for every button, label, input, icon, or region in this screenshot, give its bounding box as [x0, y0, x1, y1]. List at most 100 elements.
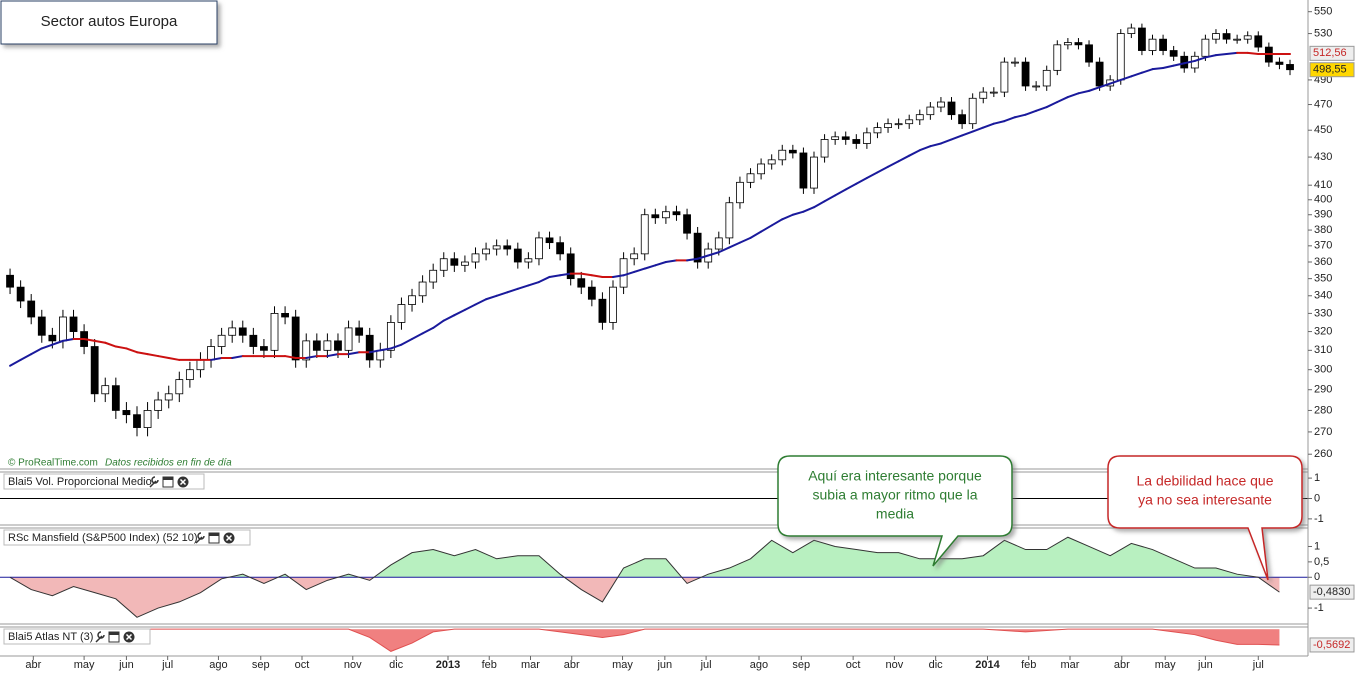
moving-average: [844, 182, 858, 191]
candle-body: [524, 258, 533, 263]
candle-body: [1000, 61, 1009, 93]
candle-body: [429, 269, 438, 283]
candle-body: [725, 202, 734, 239]
candle-body: [1212, 33, 1220, 40]
moving-average: [527, 281, 540, 287]
window-bar: [163, 477, 173, 480]
moving-average: [929, 142, 942, 148]
candle-body: [651, 214, 660, 219]
moving-average: [1172, 62, 1186, 67]
price-tag: [1309, 637, 1355, 653]
candle-body: [1011, 61, 1019, 64]
moving-average: [971, 126, 985, 133]
y-tick-label: -1: [1314, 602, 1324, 614]
moving-average: [834, 188, 847, 197]
area-negative: [10, 577, 1280, 618]
moving-average: [622, 270, 636, 277]
candle-body: [302, 340, 311, 361]
moving-average: [855, 177, 868, 185]
moving-average: [1214, 52, 1228, 57]
x-tick-label: oct: [846, 659, 861, 671]
y-tick-label: 350: [1314, 273, 1332, 285]
candle-body: [884, 123, 892, 128]
x-tick-label: oct: [295, 659, 310, 671]
y-tick-label: 320: [1314, 325, 1332, 337]
candle-body: [1127, 27, 1136, 34]
moving-average: [548, 274, 562, 278]
moving-average: [1130, 71, 1143, 78]
callout-text: media: [876, 506, 914, 522]
x-tick-label: may: [74, 659, 95, 671]
candle-body: [577, 278, 586, 288]
x-tick-label: abr: [1114, 659, 1130, 671]
callout-bubble: [1107, 455, 1303, 581]
watermark: © ProRealTime.com: [8, 458, 98, 469]
moving-average: [1151, 66, 1165, 71]
moving-average: [104, 341, 117, 348]
x-tick-label: jul: [161, 659, 173, 671]
moving-average: [1088, 86, 1101, 92]
moving-average: [559, 272, 572, 277]
candle-body: [164, 393, 173, 401]
moving-average: [580, 272, 593, 277]
candle-body: [482, 248, 490, 255]
price-tag: [1309, 45, 1355, 61]
moving-average: [1056, 96, 1069, 104]
candle-body: [1042, 69, 1051, 87]
area-negative: [10, 629, 1280, 652]
x-tick-label: 2014: [975, 659, 1000, 671]
area-positive: [228, 537, 1259, 578]
moving-average: [368, 349, 382, 354]
candle-body: [757, 163, 766, 175]
moving-average: [612, 274, 625, 278]
candle-body: [598, 298, 607, 323]
candle-body: [746, 173, 755, 183]
y-tick-label: 390: [1314, 209, 1332, 221]
y-tick-label: 410: [1314, 179, 1332, 191]
y-tick-label: 360: [1314, 256, 1332, 268]
chart-title: Sector autos Europa: [41, 13, 178, 30]
candle-body: [492, 245, 501, 250]
x-tick-label: jun: [1197, 659, 1213, 671]
candle-body: [937, 101, 945, 108]
moving-average: [442, 314, 456, 322]
y-tick-label: 310: [1314, 344, 1332, 356]
candle-body: [810, 156, 818, 189]
candle-body: [228, 327, 237, 336]
moving-average: [643, 264, 657, 270]
callout-text: Aquí era interesante porque: [808, 468, 982, 484]
moving-average: [83, 338, 96, 342]
close-cross: [225, 534, 233, 542]
y-tick-label: 470: [1314, 98, 1332, 110]
candle-body: [365, 334, 374, 361]
moving-average: [1035, 106, 1048, 112]
moving-average: [284, 355, 297, 359]
candle-body: [386, 322, 395, 351]
moving-average: [379, 347, 392, 352]
candle-body: [1085, 44, 1093, 63]
candle-body: [397, 304, 406, 323]
moving-average: [982, 122, 995, 129]
moving-average: [1109, 78, 1122, 85]
x-tick-label: nov: [344, 659, 362, 671]
moving-average: [506, 287, 519, 294]
moving-average: [781, 213, 794, 221]
candle-body: [820, 139, 829, 158]
moving-average: [326, 353, 339, 358]
x-tick-label: jul: [1252, 659, 1264, 671]
moving-average: [1140, 68, 1154, 74]
candle-body: [894, 123, 903, 126]
candle-body: [312, 340, 321, 351]
candle-body: [1201, 38, 1210, 57]
candle-body: [439, 258, 448, 271]
moving-average: [400, 338, 414, 346]
candle-body: [59, 316, 67, 342]
callout-text: La debilidad hace que: [1136, 473, 1273, 489]
moving-average: [1183, 59, 1196, 65]
moving-average: [823, 194, 837, 203]
moving-average: [749, 230, 763, 239]
candle-body: [556, 242, 565, 255]
moving-average: [1045, 101, 1059, 109]
moving-average: [950, 134, 964, 141]
